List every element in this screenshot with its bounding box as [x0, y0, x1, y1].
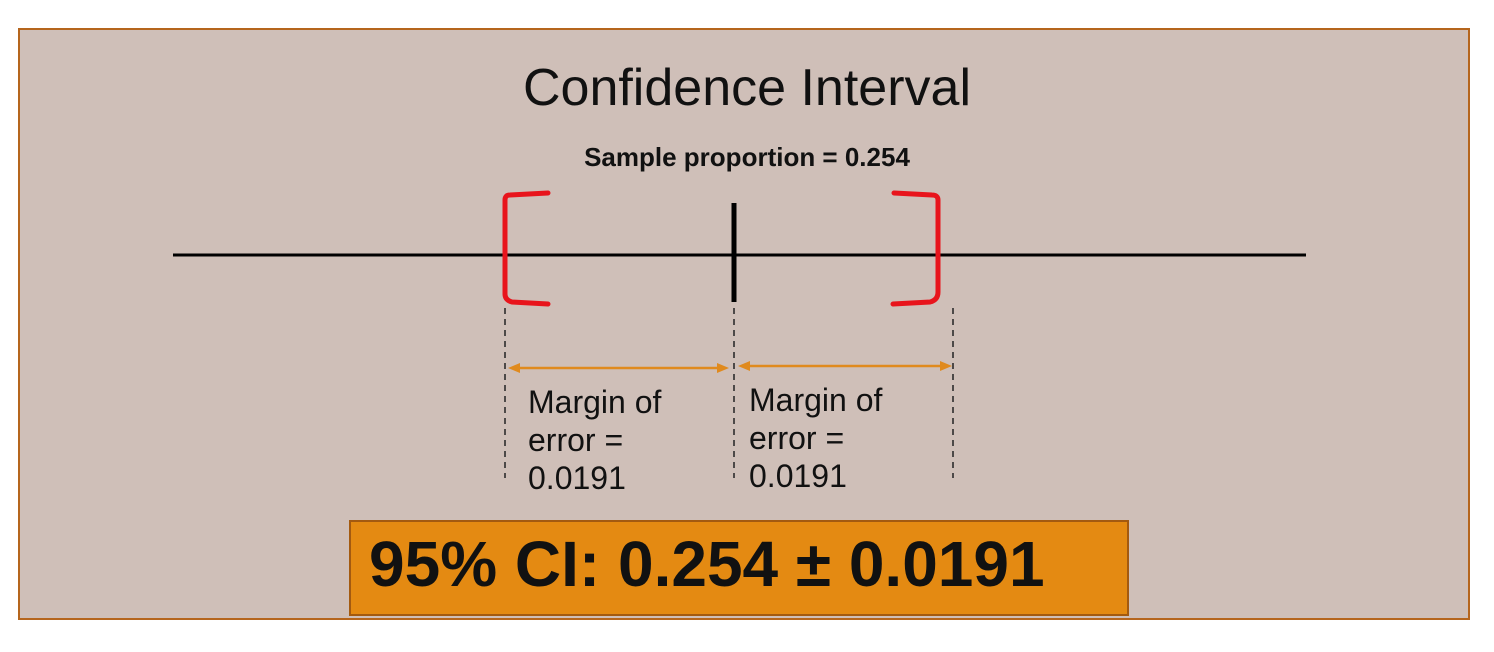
confidence-interval-result: 95% CI: 0.254 ± 0.0191 [369, 528, 1045, 600]
left-margin-of-error-label: Margin of error = 0.0191 [528, 383, 728, 497]
left-margin-arrow [508, 363, 729, 373]
right-margin-of-error-label: Margin of error = 0.0191 [749, 381, 949, 495]
right-moe-value: 0.0191 [749, 458, 847, 494]
right-moe-line-2: error = [749, 420, 845, 456]
right-moe-line-1: Margin of [749, 382, 883, 418]
left-moe-line-1: Margin of [528, 384, 662, 420]
sample-proportion-label: Sample proportion = 0.254 [584, 142, 910, 172]
right-margin-arrow [738, 361, 952, 371]
confidence-interval-result-box: 95% CI: 0.254 ± 0.0191 [349, 520, 1129, 616]
left-moe-value: 0.0191 [528, 460, 626, 496]
lower-bound-bracket [502, 190, 551, 307]
diagram-title: Confidence Interval [522, 59, 972, 117]
left-moe-line-2: error = [528, 422, 624, 458]
upper-bound-bracket [890, 190, 941, 307]
